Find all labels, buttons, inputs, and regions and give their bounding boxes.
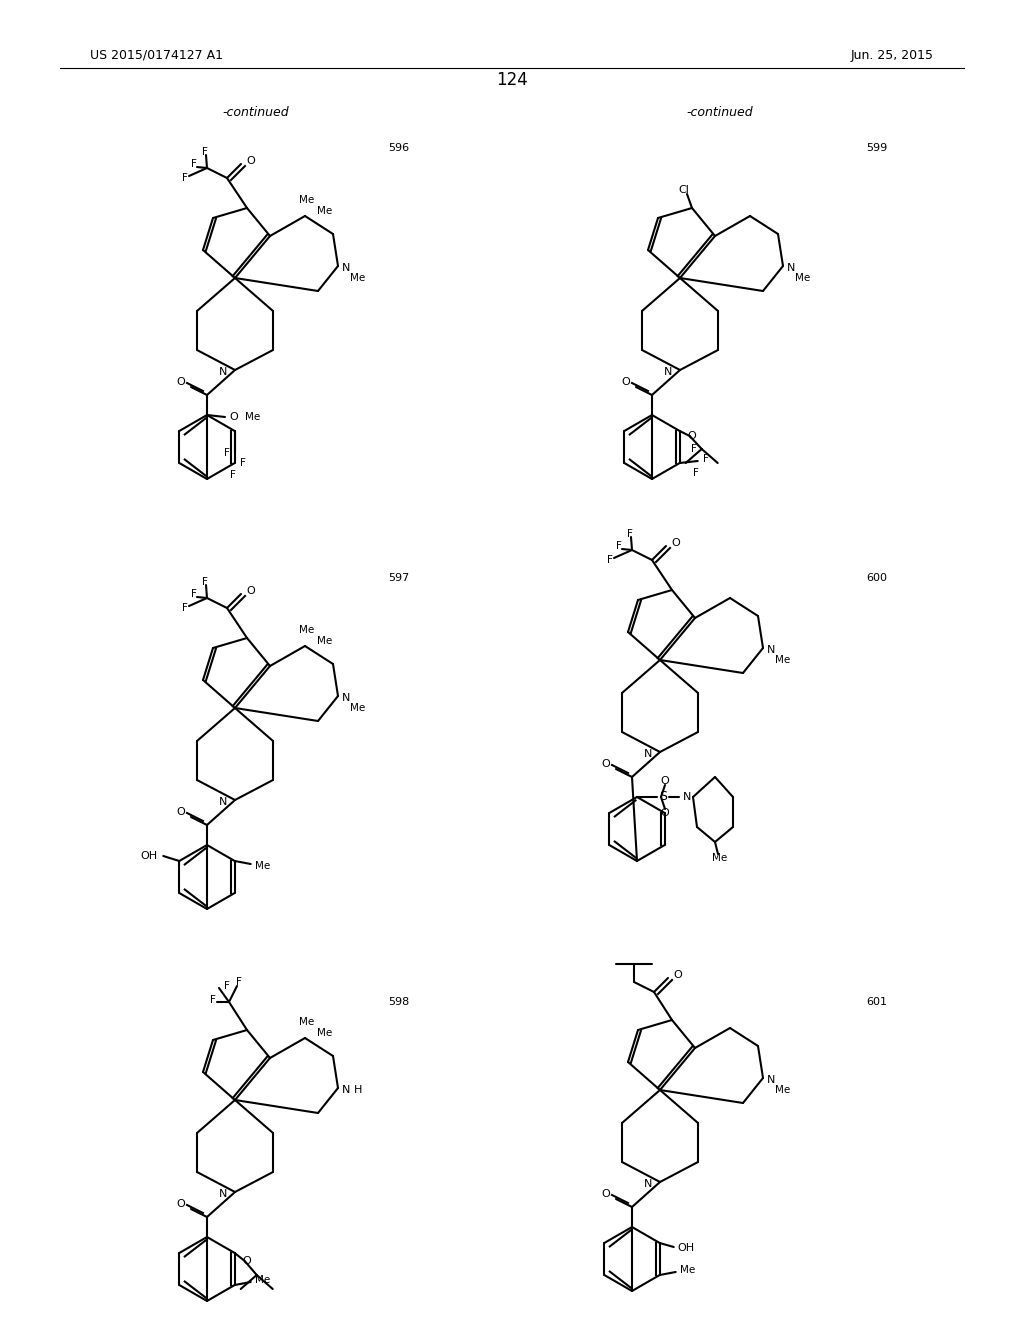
Text: N: N [644,748,652,759]
Text: Me: Me [317,206,333,216]
Text: Me: Me [299,624,314,635]
Text: N: N [767,645,775,655]
Text: N: N [664,367,672,378]
Text: O: O [247,586,255,597]
Text: Me: Me [775,655,791,665]
Text: O: O [176,807,185,817]
Text: F: F [237,977,242,987]
Text: N: N [342,1085,350,1096]
Text: O: O [674,970,682,979]
Text: 597: 597 [388,573,410,583]
Text: S: S [659,791,667,804]
Text: O: O [247,156,255,166]
Text: F: F [229,470,236,480]
Text: N: N [219,1189,227,1199]
Text: Me: Me [299,1016,314,1027]
Text: 600: 600 [866,573,887,583]
Text: N: N [342,693,350,704]
Text: -continued: -continued [687,106,754,119]
Text: F: F [693,469,698,478]
Text: O: O [672,539,680,548]
Text: Me: Me [317,636,333,645]
Text: F: F [182,603,188,612]
Text: F: F [702,454,709,465]
Text: O: O [176,1199,185,1209]
Text: F: F [202,147,208,157]
Text: N: N [644,1179,652,1189]
Text: OH: OH [140,851,158,861]
Text: 599: 599 [866,143,887,153]
Text: F: F [240,458,246,469]
Text: F: F [691,444,696,454]
Text: Me: Me [255,1275,270,1284]
Text: F: F [224,981,230,991]
Text: F: F [182,173,188,183]
Text: Me: Me [317,1028,333,1038]
Text: Me: Me [299,195,314,205]
Text: H: H [354,1085,362,1096]
Text: O: O [622,378,631,387]
Text: F: F [202,577,208,587]
Text: N: N [767,1074,775,1085]
Text: 124: 124 [496,71,528,88]
Text: F: F [210,995,216,1005]
Text: Me: Me [775,1085,791,1096]
Text: O: O [176,378,185,387]
Text: Jun. 25, 2015: Jun. 25, 2015 [851,49,934,62]
Text: F: F [224,447,229,458]
Text: O: O [243,1257,251,1266]
Text: Me: Me [350,273,366,282]
Text: N: N [219,367,227,378]
Text: O: O [602,759,610,770]
Text: -continued: -continued [222,106,290,119]
Text: 596: 596 [388,143,410,153]
Text: O: O [229,412,238,422]
Text: Me: Me [350,704,366,713]
Text: Cl: Cl [679,185,689,195]
Text: Me: Me [245,412,260,422]
Text: N: N [219,797,227,807]
Text: O: O [660,776,670,785]
Text: F: F [191,589,197,599]
Text: F: F [627,529,633,539]
Text: Me: Me [796,273,811,282]
Text: O: O [687,432,696,441]
Text: N: N [683,792,691,803]
Text: N: N [786,263,796,273]
Text: Me: Me [255,861,270,871]
Text: F: F [616,541,622,550]
Text: 598: 598 [388,997,410,1007]
Text: N: N [342,263,350,273]
Text: O: O [660,808,670,818]
Text: O: O [602,1189,610,1199]
Text: F: F [607,554,613,565]
Text: F: F [191,158,197,169]
Text: 601: 601 [866,997,887,1007]
Text: OH: OH [678,1243,695,1253]
Text: US 2015/0174127 A1: US 2015/0174127 A1 [90,49,223,62]
Text: Me: Me [713,853,728,863]
Text: Me: Me [680,1265,695,1275]
